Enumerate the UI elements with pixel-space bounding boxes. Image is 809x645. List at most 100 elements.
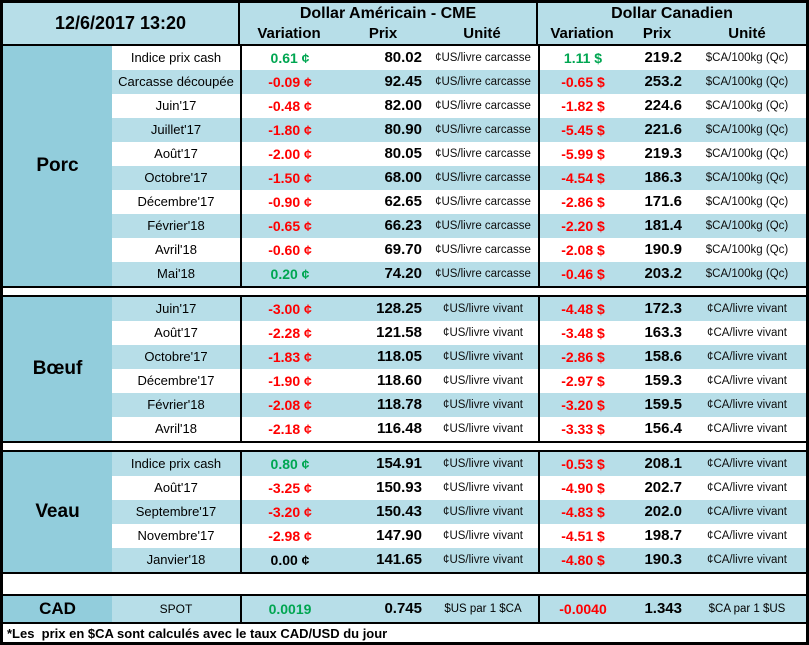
row-label: Octobre'17 [144, 349, 208, 364]
row-label: Septembre'17 [135, 504, 217, 519]
ca-prix: 219.3 [644, 145, 682, 162]
table-row: Février'18 -2.08 ¢ 118.78 ¢US/livre viva… [112, 393, 806, 417]
section-rows: Indice prix cash 0.61 ¢ 80.02 ¢US/livre … [112, 46, 806, 286]
row-label: Octobre'17 [144, 170, 208, 185]
row-label: Carcasse découpée [118, 74, 234, 89]
us-unite: ¢US/livre vivant [443, 482, 523, 494]
ca-unite-header: Unité [728, 25, 766, 42]
us-variation: -1.80 ¢ [240, 118, 338, 142]
table-row: Octobre'17 -1.50 ¢ 68.00 ¢US/livre carca… [112, 166, 806, 190]
us-prix: 121.58 [376, 324, 422, 341]
ca-unite: $CA/100kg (Qc) [705, 196, 789, 208]
ca-prix: 171.6 [644, 193, 682, 210]
us-unite-header: Unité [463, 25, 501, 42]
row-label: Janvier'18 [146, 552, 206, 567]
us-variation: -3.25 ¢ [240, 476, 338, 500]
us-variation: 0.80 ¢ [240, 452, 338, 476]
ca-unite: $CA/100kg (Qc) [705, 52, 789, 64]
row-label: Mai'18 [157, 266, 195, 281]
us-unite: ¢US/livre carcasse [435, 52, 531, 64]
ca-prix: 181.4 [644, 217, 682, 234]
us-unite: ¢US/livre carcasse [435, 220, 531, 232]
ca-prix: 158.6 [644, 348, 682, 365]
table-header: 12/6/2017 13:20 Dollar Américain - CME V… [3, 3, 806, 46]
us-prix: 150.93 [376, 479, 422, 496]
row-label: Août'17 [154, 146, 198, 161]
ca-prix: 190.3 [644, 551, 682, 568]
section-separator [3, 443, 806, 450]
ca-dollar-header-group: Dollar Canadien Variation Prix Unité [538, 3, 806, 44]
ca-prix-header: Prix [642, 25, 672, 42]
row-label: Indice prix cash [130, 50, 222, 65]
ca-variation: -2.20 $ [538, 214, 626, 238]
ca-variation-header: Variation [550, 25, 614, 42]
ca-unite: ¢CA/livre vivant [707, 375, 787, 387]
us-unite: ¢US/livre carcasse [435, 76, 531, 88]
us-unite: ¢US/livre vivant [443, 303, 523, 315]
row-label: Indice prix cash [130, 456, 222, 471]
ca-unite: ¢CA/livre vivant [707, 458, 787, 470]
ca-variation: -3.33 $ [538, 417, 626, 441]
us-unite: ¢US/livre vivant [443, 458, 523, 470]
ca-prix: 208.1 [644, 455, 682, 472]
cad-ca-prix: 1.343 [644, 600, 682, 617]
ca-unite: $CA/100kg (Qc) [705, 148, 789, 160]
us-prix: 69.70 [384, 241, 422, 258]
us-variation: -3.20 ¢ [240, 500, 338, 524]
us-variation: -1.50 ¢ [240, 166, 338, 190]
us-prix-header: Prix [368, 25, 398, 42]
us-variation: -0.90 ¢ [240, 190, 338, 214]
ca-variation: -0.65 $ [538, 70, 626, 94]
row-label: Avril'18 [155, 421, 197, 436]
ca-variation: -3.48 $ [538, 321, 626, 345]
row-label: Décembre'17 [137, 373, 215, 388]
us-unite: ¢US/livre vivant [443, 530, 523, 542]
table-row: Indice prix cash 0.61 ¢ 80.02 ¢US/livre … [112, 46, 806, 70]
group-label-veau: Veau [3, 452, 112, 572]
us-unite: ¢US/livre vivant [443, 375, 523, 387]
table-row: Juillet'17 -1.80 ¢ 80.90 ¢US/livre carca… [112, 118, 806, 142]
us-unite: ¢US/livre vivant [443, 399, 523, 411]
ca-prix: 224.6 [644, 97, 682, 114]
ca-prix: 156.4 [644, 420, 682, 437]
cad-us-variation: 0.0019 [240, 596, 338, 622]
ca-variation: -0.53 $ [538, 452, 626, 476]
us-unite: ¢US/livre vivant [443, 423, 523, 435]
us-variation: 0.00 ¢ [240, 548, 338, 572]
us-unite: ¢US/livre carcasse [435, 124, 531, 136]
us-unite: ¢US/livre carcasse [435, 100, 531, 112]
ca-unite: ¢CA/livre vivant [707, 506, 787, 518]
us-prix: 74.20 [384, 265, 422, 282]
us-unite: ¢US/livre carcasse [435, 172, 531, 184]
us-variation: -2.28 ¢ [240, 321, 338, 345]
section-rows: Indice prix cash 0.80 ¢ 154.91 ¢US/livre… [112, 452, 806, 572]
us-prix: 80.02 [384, 49, 422, 66]
table-row: Décembre'17 -1.90 ¢ 118.60 ¢US/livre viv… [112, 369, 806, 393]
us-dollar-header-group: Dollar Américain - CME Variation Prix Un… [240, 3, 538, 44]
us-variation: -0.60 ¢ [240, 238, 338, 262]
ca-prix: 186.3 [644, 169, 682, 186]
ca-unite: $CA/100kg (Qc) [705, 268, 789, 280]
us-variation: -2.00 ¢ [240, 142, 338, 166]
table-row: Novembre'17 -2.98 ¢ 147.90 ¢US/livre viv… [112, 524, 806, 548]
section-boeuf: Bœuf Juin'17 -3.00 ¢ 128.25 ¢US/livre vi… [3, 295, 806, 443]
ca-variation: -2.86 $ [538, 345, 626, 369]
us-unite: ¢US/livre carcasse [435, 196, 531, 208]
group-label-boeuf: Bœuf [3, 297, 112, 441]
ca-unite: ¢CA/livre vivant [707, 482, 787, 494]
ca-unite: ¢CA/livre vivant [707, 554, 787, 566]
us-prix: 62.65 [384, 193, 422, 210]
ca-variation: 1.11 $ [538, 46, 626, 70]
cad-spot-row: CAD SPOT 0.0019 0.745 $US par 1 $CA -0.0… [3, 594, 806, 624]
us-prix: 118.78 [376, 396, 422, 413]
ca-variation: -2.97 $ [538, 369, 626, 393]
us-unite: ¢US/livre vivant [443, 327, 523, 339]
us-prix: 66.23 [384, 217, 422, 234]
ca-unite: ¢CA/livre vivant [707, 327, 787, 339]
cad-us-prix: 0.745 [384, 600, 422, 617]
cad-ca-unite: $CA par 1 $US [708, 603, 786, 615]
us-variation: 0.61 ¢ [240, 46, 338, 70]
us-prix: 150.43 [376, 503, 422, 520]
cad-label: CAD [3, 596, 112, 622]
ca-unite: ¢CA/livre vivant [707, 530, 787, 542]
